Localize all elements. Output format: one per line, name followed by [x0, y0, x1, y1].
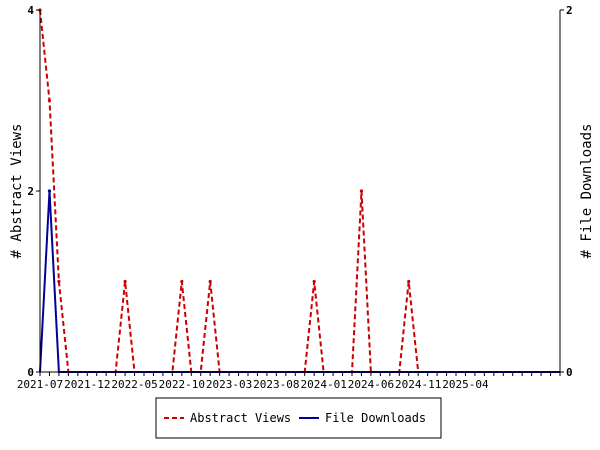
y-left-tick-label: 4 — [27, 4, 34, 17]
legend: Abstract Views File Downloads — [155, 397, 442, 439]
data-point — [57, 279, 61, 284]
data-point — [47, 189, 52, 193]
series-layer — [38, 8, 560, 373]
legend-label: File Downloads — [325, 411, 426, 425]
data-point — [312, 279, 316, 284]
x-tick-label: 2024-06 — [348, 378, 394, 391]
legend-box — [155, 397, 442, 439]
y-left-tick-label: 0 — [27, 366, 34, 379]
x-tick-label: 2022-05 — [111, 378, 157, 391]
series-line-0 — [39, 9, 560, 373]
x-tick-label: 2022-10 — [159, 378, 205, 391]
axes-layer — [36, 9, 564, 376]
data-point — [123, 279, 127, 284]
x-tick-label: 2024-11 — [395, 378, 441, 391]
data-point — [47, 98, 52, 103]
x-tick-label: 2023-08 — [253, 378, 299, 391]
legend-label: Abstract Views — [190, 411, 291, 425]
data-point — [359, 189, 364, 193]
data-point — [407, 279, 411, 284]
x-tick-label: 2024-01 — [300, 378, 346, 391]
series-line-1 — [39, 190, 560, 373]
data-point — [208, 279, 212, 284]
x-tick-label: 2025-04 — [442, 378, 489, 391]
labels-layer: 2021-07 2021-12 2022-05 2022-10 2023-03 2023-… — [17, 4, 573, 391]
x-tick-label: 2023-03 — [206, 378, 252, 391]
y-right-tick-label: 2 — [566, 4, 573, 17]
y-left-tick-label: 2 — [27, 185, 34, 198]
y-axis-right-title: # File Downloads — [579, 124, 595, 259]
x-tick-label: 2021-07 — [17, 378, 63, 391]
x-tick-label: 2021-12 — [64, 378, 110, 391]
y-axis-left-title: # Abstract Views — [9, 124, 25, 259]
data-point — [180, 279, 184, 284]
y-right-tick-label: 0 — [566, 366, 573, 379]
